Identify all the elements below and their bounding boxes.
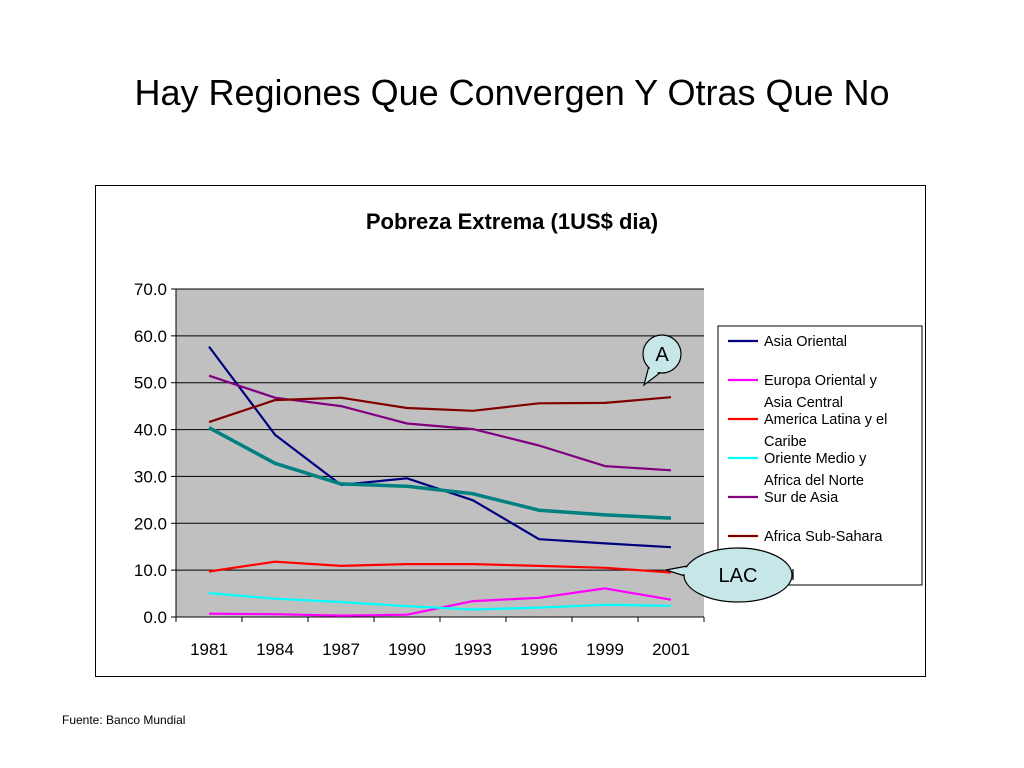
x-tick-label: 2001 — [652, 640, 690, 659]
x-tick-label: 1981 — [190, 640, 228, 659]
callout-lac-join — [670, 566, 702, 579]
callout-a-text: A — [655, 344, 669, 366]
callout-lac-bubble — [683, 547, 793, 603]
series-line-3 — [208, 560, 672, 574]
y-tick-label: 40.0 — [134, 421, 167, 440]
x-tick-label: 1996 — [520, 640, 558, 659]
series-line-4 — [208, 592, 672, 611]
legend-label: Africa Sub-Sahara — [764, 529, 883, 545]
x-tick-label: 1999 — [586, 640, 624, 659]
chart-title: Pobreza Extrema (1US$ dia) — [366, 209, 658, 234]
legend-label: Europa Oriental y Asia Central — [764, 373, 878, 411]
chart-frame: Pobreza Extrema (1US$ dia) 0.0 10.0 20.0 30.… — [95, 185, 926, 677]
legend-label: America Latina y el Caribe — [764, 412, 887, 450]
y-tick-label: 50.0 — [134, 374, 167, 393]
y-tick-label: 70.0 — [134, 280, 167, 299]
y-tick-label: 10.0 — [134, 561, 167, 580]
x-tick-label: 1993 — [454, 640, 492, 659]
x-tick-label: 1990 — [388, 640, 426, 659]
y-tick-label: 60.0 — [134, 327, 167, 346]
y-tick-label: 20.0 — [134, 514, 167, 533]
legend-label: Sur de Asia — [764, 490, 839, 506]
legend-label: Asia Oriental — [764, 334, 847, 350]
slide-title: Hay Regiones Que Convergen Y Otras Que N… — [134, 72, 890, 113]
x-tick-label: 1984 — [256, 640, 294, 659]
callout-lac-text: LAC — [719, 565, 758, 587]
legend-box — [717, 325, 923, 586]
y-tick-label: 0.0 — [143, 608, 167, 627]
source-note: Fuente: Banco Mundial — [62, 713, 186, 727]
series-line-7 — [208, 426, 672, 520]
callout-a-join — [646, 361, 661, 381]
y-tick-label: 30.0 — [134, 467, 167, 486]
line-chart: Pobreza Extrema (1US$ dia) 0.0 10.0 20.0 30.… — [134, 209, 923, 659]
x-tick-label: 1987 — [322, 640, 360, 659]
legend-label: Oriente Medio y Africa del Norte — [764, 451, 867, 489]
series-line-6 — [208, 396, 672, 424]
